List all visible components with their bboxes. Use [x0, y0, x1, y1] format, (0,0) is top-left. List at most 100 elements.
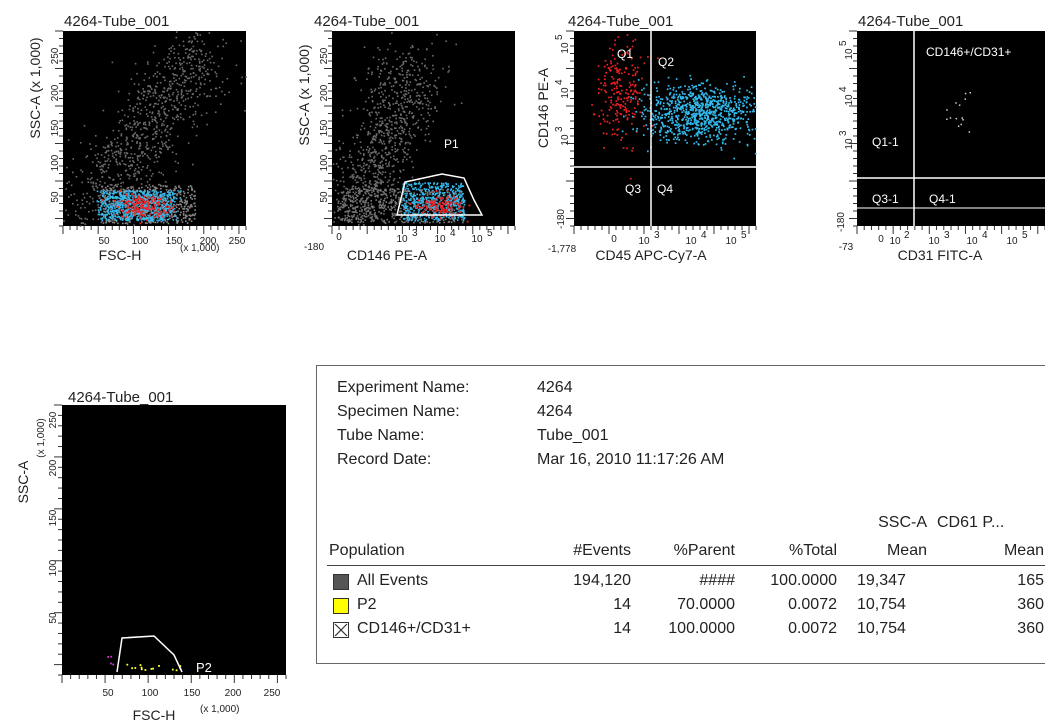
event-dot	[393, 217, 395, 220]
event-dot	[136, 142, 138, 144]
event-dot	[392, 193, 395, 195]
event-dot	[371, 100, 374, 103]
event-dot	[722, 139, 724, 141]
event-dot	[159, 200, 162, 203]
event-dot	[379, 189, 381, 192]
event-dot	[395, 220, 398, 223]
event-dot	[193, 49, 195, 52]
event-dot	[419, 222, 421, 224]
event-dot	[674, 100, 677, 103]
event-dot	[158, 62, 160, 64]
event-dot	[380, 124, 382, 126]
event-dot	[115, 206, 118, 208]
event-dot	[113, 151, 116, 154]
event-dot	[688, 86, 690, 88]
event-dot	[702, 110, 705, 112]
event-dot	[96, 190, 99, 193]
event-dot	[106, 210, 108, 213]
event-dot	[189, 73, 192, 75]
event-dot	[99, 191, 102, 193]
event-dot	[150, 209, 153, 212]
event-dot	[682, 133, 684, 135]
event-dot	[613, 43, 616, 46]
event-dot	[730, 126, 732, 129]
event-dot	[376, 216, 378, 219]
event-dot	[451, 216, 453, 218]
event-dot	[109, 191, 111, 194]
event-dot	[397, 95, 399, 98]
event-dot	[617, 36, 620, 38]
event-dot	[100, 217, 102, 220]
event-dot	[425, 205, 428, 207]
event-dot	[197, 104, 199, 106]
event-dot	[166, 201, 169, 203]
event-dot	[183, 202, 186, 204]
event-dot	[141, 191, 143, 194]
event-dot	[429, 182, 431, 184]
event-dot	[380, 218, 383, 221]
event-dot	[356, 211, 358, 214]
event-dot	[641, 89, 643, 91]
event-dot	[381, 63, 384, 65]
event-dot	[420, 208, 422, 210]
event-dot	[107, 212, 109, 214]
event-dot	[431, 42, 433, 45]
event-dot	[99, 197, 101, 199]
event-dot	[405, 57, 407, 59]
event-dot	[603, 120, 606, 123]
event-dot	[143, 127, 145, 129]
event-dot	[717, 96, 719, 98]
event-dot	[72, 171, 74, 174]
event-dot	[458, 193, 460, 196]
event-dot	[400, 210, 403, 213]
event-dot	[112, 179, 114, 181]
event-dot	[156, 193, 158, 196]
event-dot	[382, 157, 385, 160]
event-dot	[167, 56, 169, 58]
event-dot	[711, 139, 713, 141]
event-dot	[462, 208, 465, 211]
event-dot	[406, 205, 409, 208]
event-dot	[90, 181, 92, 184]
event-dot	[617, 96, 619, 99]
event-dot	[126, 213, 128, 215]
event-dot	[427, 215, 430, 217]
event-dot	[145, 218, 147, 221]
event-dot	[661, 116, 663, 119]
event-dot	[157, 213, 160, 215]
event-dot	[67, 214, 70, 216]
event-dot	[455, 192, 457, 195]
event-dot	[399, 210, 401, 213]
event-dot	[602, 84, 605, 87]
event-dot	[159, 217, 161, 220]
event-dot	[685, 118, 687, 121]
event-dot	[129, 122, 131, 125]
event-dot	[161, 217, 164, 219]
event-dot	[138, 166, 140, 169]
event-dot	[342, 197, 344, 200]
event-dot	[351, 221, 353, 224]
event-dot	[148, 191, 151, 193]
event-dot	[393, 127, 396, 129]
event-dot	[404, 98, 406, 101]
event-dot	[628, 113, 630, 116]
event-dot	[128, 190, 130, 192]
event-dot	[371, 207, 374, 209]
event-dot	[676, 124, 679, 127]
event-dot	[171, 213, 173, 216]
event-dot	[195, 134, 198, 137]
event-dot	[625, 89, 628, 91]
event-dot	[129, 210, 132, 212]
event-dot	[616, 111, 619, 114]
event-dot	[374, 184, 377, 187]
event-dot	[396, 188, 399, 190]
event-dot	[147, 217, 149, 220]
event-dot	[453, 209, 456, 211]
event-dot	[141, 152, 143, 155]
event-dot	[187, 55, 189, 57]
event-dot	[133, 169, 136, 172]
event-dot	[199, 93, 201, 96]
event-dot	[383, 210, 385, 212]
event-dot	[692, 106, 695, 109]
event-dot	[431, 217, 434, 220]
